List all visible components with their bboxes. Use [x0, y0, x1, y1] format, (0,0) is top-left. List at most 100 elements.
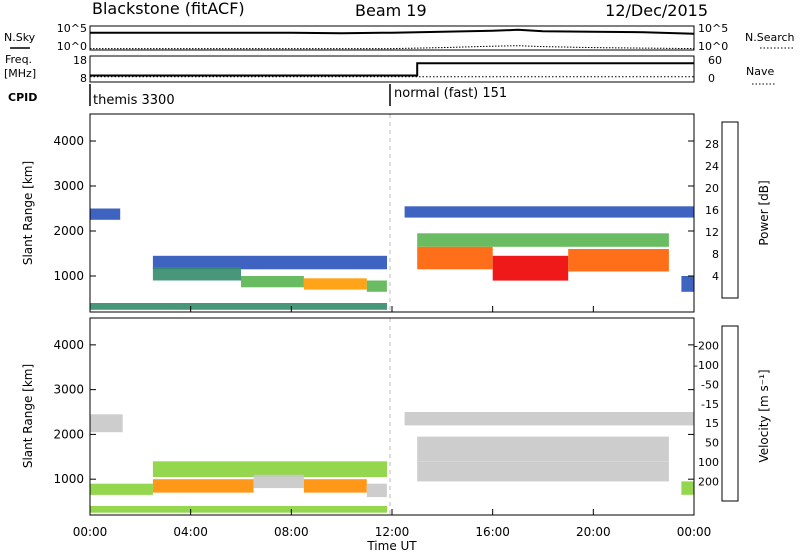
velocity-echo-region-10 [417, 461, 669, 482]
noise-right-tick-bottom: 10^0 [698, 40, 728, 53]
velocity-echo-region-5 [253, 474, 304, 489]
time-x-axis: 00:00 04:00 08:00 12:00 16:00 20:00 00:00 [73, 306, 712, 539]
power-colorbar-tick-6: 24 [705, 160, 719, 173]
velocity-colorbar-tick-3: 50 [705, 437, 719, 450]
power-ytick-label-3: 3000 [53, 179, 84, 193]
cpid-label: CPID [8, 91, 37, 104]
power-panel: 1000 2000 3000 4000 Slant Range [km] 4 8 12 16… [21, 113, 771, 313]
velocity-ytick-label-4: 4000 [53, 338, 84, 352]
cpid-row: themis 3300 normal (fast) 151 [89, 84, 507, 108]
x-tick-label-4: 12:00 [375, 525, 410, 539]
noise-panel: 10^5 10^0 10^5 10^0 [57, 22, 728, 53]
velocity-ytick-label-3: 3000 [53, 383, 84, 397]
freq-unit-label: [MHz] [4, 67, 36, 80]
velocity-echo-region-6 [303, 479, 367, 493]
power-echo-region-9 [417, 233, 669, 247]
velocity-echo-region-11 [404, 412, 694, 426]
x-tick-label-1: 00:00 [73, 525, 108, 539]
velocity-ytick-label-2: 2000 [53, 427, 84, 441]
velocity-colorbar-label: Velocity [m s⁻¹] [757, 369, 771, 462]
velocity-echo-region-7 [366, 483, 387, 498]
power-colorbar-tick-4: 16 [705, 204, 719, 217]
power-ytick-label-1: 1000 [53, 269, 84, 283]
power-echo-region-8 [404, 206, 694, 218]
power-colorbar-frame [721, 121, 739, 299]
noise-left-tick-bottom: 10^0 [57, 40, 87, 53]
power-colorbar: 4 8 12 16 20 24 28 [705, 121, 739, 299]
power-ytick-label-4: 4000 [53, 134, 84, 148]
power-ylabel: Slant Range [km] [21, 161, 35, 265]
velocity-colorbar-tick-5: -15 [701, 398, 719, 411]
velocity-echo-region-2 [152, 461, 387, 477]
power-colorbar-tick-3: 12 [705, 226, 719, 239]
velocity-colorbar-frame [721, 325, 739, 502]
power-ytick-label-2: 2000 [53, 224, 84, 238]
freq-frame [89, 55, 695, 83]
power-echo-region-13 [681, 276, 694, 292]
velocity-echo-region-8 [90, 506, 387, 513]
velocity-y-axis: 1000 2000 3000 4000 [53, 338, 694, 486]
velocity-echo-region-1 [90, 414, 123, 433]
nsearch-line [90, 45, 695, 50]
freq-left-tick-bottom: 8 [80, 72, 87, 85]
velocity-colorbar: 200 100 50 15 -15 -50 -100 -200 [694, 325, 739, 502]
power-echo-region-2 [152, 255, 387, 270]
velocity-colorbar-tick-2: 100 [698, 456, 719, 469]
freq-label: Freq. [5, 53, 32, 66]
velocity-colorbar-tick-6: -50 [701, 378, 719, 391]
x-tick-label-2: 04:00 [173, 525, 208, 539]
power-echo-region-7 [90, 303, 387, 310]
power-echo-region-5 [303, 278, 367, 290]
power-colorbar-tick-1: 4 [712, 270, 719, 283]
power-echo-region-11 [492, 255, 569, 281]
power-colorbar-tick-5: 20 [705, 182, 719, 195]
power-colorbar-tick-2: 8 [712, 248, 719, 261]
noise-left-tick-top: 10^5 [57, 22, 87, 35]
power-echo-region-3 [152, 267, 241, 281]
velocity-colorbar-tick-4: 15 [705, 417, 719, 430]
freq-right-tick-top: 60 [708, 54, 722, 67]
frequency-panel: 18 8 60 0 [73, 54, 722, 85]
nsearch-label: N.Search [745, 31, 795, 44]
nave-label: Nave [746, 65, 774, 78]
x-axis-label: Time UT [366, 539, 417, 553]
power-y-axis: 1000 2000 3000 4000 [53, 134, 694, 283]
velocity-colorbar-tick-1: 200 [698, 476, 719, 489]
station-title: Blackstone (fitACF) [92, 0, 245, 18]
x-tick-label-5: 16:00 [475, 525, 510, 539]
power-colorbar-label: Power [dB] [757, 180, 771, 245]
date-title: 12/Dec/2015 [605, 1, 708, 20]
x-tick-label-6: 20:00 [576, 525, 611, 539]
cpid-segment-1: themis 3300 [93, 93, 175, 108]
power-echo-region-6 [366, 280, 387, 292]
power-echoes [90, 206, 694, 310]
velocity-ylabel: Slant Range [km] [21, 364, 35, 468]
power-echo-region-12 [568, 249, 669, 272]
noise-frame [89, 25, 695, 51]
freq-left-tick-top: 18 [73, 54, 87, 67]
x-tick-label-7: 00:00 [677, 525, 712, 539]
noise-right-tick-top: 10^5 [698, 22, 728, 35]
beam-title: Beam 19 [355, 1, 427, 20]
nsky-line [90, 28, 695, 35]
power-echo-region-1 [90, 208, 121, 220]
cpid-segment-2: normal (fast) 151 [394, 86, 507, 101]
nsky-label: N.Sky [4, 31, 36, 44]
freq-right-tick-bottom: 0 [708, 72, 715, 85]
power-colorbar-tick-7: 28 [705, 138, 719, 151]
velocity-echo-region-9 [417, 436, 669, 462]
velocity-echoes [90, 412, 694, 513]
velocity-panel: 1000 2000 3000 4000 Slant Range [km] 200 100… [21, 306, 771, 553]
velocity-colorbar-tick-7: -100 [694, 359, 719, 372]
velocity-colorbar-tick-8: -200 [694, 339, 719, 352]
velocity-echo-region-4 [152, 479, 254, 493]
x-tick-label-3: 08:00 [274, 525, 309, 539]
velocity-echo-region-12 [681, 481, 694, 495]
power-echo-region-4 [241, 276, 304, 288]
power-echo-region-10 [417, 246, 493, 270]
velocity-ytick-label-1: 1000 [53, 472, 84, 486]
frequency-line [90, 62, 694, 77]
velocity-echo-region-3 [90, 483, 153, 495]
